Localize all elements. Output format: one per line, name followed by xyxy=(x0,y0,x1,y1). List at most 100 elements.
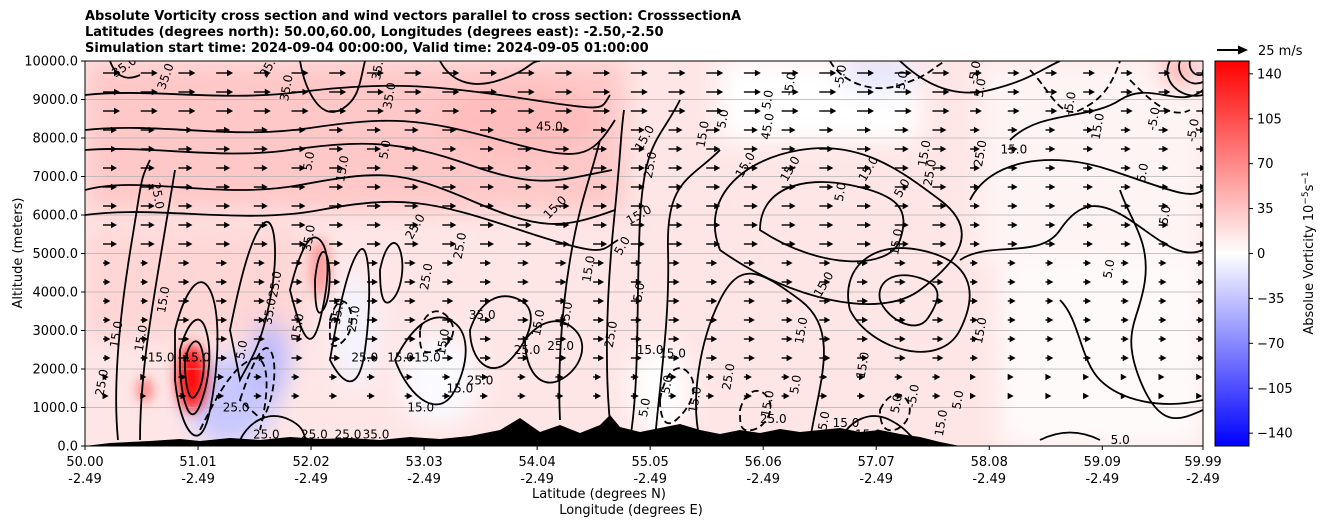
wind-vector-head xyxy=(409,259,416,267)
wind-vector-head xyxy=(711,278,718,286)
wind-vector-head xyxy=(676,183,683,191)
wind-vector-head xyxy=(717,107,724,115)
x-tick-label-longitude: -2.49 xyxy=(520,472,554,487)
y-tick-label: 10000.0 xyxy=(24,55,78,70)
wind-vector-head xyxy=(221,335,228,343)
wind-vector-head xyxy=(1126,107,1133,115)
contour-label: 5.0 xyxy=(972,77,989,98)
wind-vector-head xyxy=(971,297,978,305)
wind-vector-head xyxy=(337,145,344,153)
wind-vector-head xyxy=(821,373,828,381)
x-tick-label-longitude: -2.49 xyxy=(181,472,215,487)
wind-vector-head xyxy=(224,126,231,134)
wind-vector-head xyxy=(183,297,190,305)
wind-vector-head xyxy=(522,354,529,362)
wind-vector-head xyxy=(679,107,686,115)
wind-vector-head xyxy=(714,164,721,172)
wind-vector-head xyxy=(1120,392,1127,400)
wind-key: 25 m/s xyxy=(1217,44,1303,59)
wind-vector-head xyxy=(1047,354,1054,362)
wind-vector-head xyxy=(1162,164,1169,172)
wind-vector-head xyxy=(1200,164,1203,172)
wind-vector-head xyxy=(830,107,837,115)
wind-vector-head xyxy=(902,202,909,210)
y-tick-label: 0.0 xyxy=(57,440,78,455)
x-tick-label-longitude: -2.49 xyxy=(68,472,102,487)
wind-vector-head xyxy=(673,278,680,286)
colorbar-ticks: 140 105 70 35 0 −35 −70 −105 −140 xyxy=(1249,67,1293,442)
wind-vector-head xyxy=(412,202,419,210)
wind-vector-head xyxy=(905,107,912,115)
wind-vector-head xyxy=(264,88,271,96)
wind-vector-head xyxy=(224,183,231,191)
wind-vector-head xyxy=(488,202,494,210)
wind-vector-head xyxy=(751,126,758,134)
wind-vector-head xyxy=(450,221,457,229)
wind-vector-head xyxy=(635,316,642,324)
wind-vector-head xyxy=(340,107,347,115)
wind-vector-head xyxy=(827,164,834,172)
wind-vector-head xyxy=(525,145,532,153)
wind-vector-head xyxy=(522,297,529,305)
wind-vector-head xyxy=(1049,183,1056,191)
wind-vector-head xyxy=(447,259,454,267)
y-tick-label: 8000.0 xyxy=(33,132,79,147)
wind-vector-head xyxy=(937,354,944,362)
wind-vector-head xyxy=(111,202,117,210)
wind-vector-head xyxy=(412,164,419,172)
wind-vector-head xyxy=(1087,145,1093,153)
wind-vector-head xyxy=(111,240,117,248)
wind-vector-head xyxy=(114,88,120,96)
wind-vector-head xyxy=(566,69,573,77)
wind-vector-head xyxy=(412,183,419,191)
wind-vector-head xyxy=(340,88,347,96)
contour-label: 35.0 xyxy=(380,81,398,110)
wind-vector-head xyxy=(1051,88,1058,96)
wind-vector-head xyxy=(1126,88,1133,96)
wind-vector-head xyxy=(221,316,228,324)
x-tick-label-longitude: -2.49 xyxy=(633,472,667,487)
wind-vector-head xyxy=(296,335,303,343)
wind-vector-head xyxy=(899,297,906,305)
wind-vector-head xyxy=(1011,126,1018,134)
wind-vector-head xyxy=(827,183,834,191)
wind-vector-head xyxy=(635,354,642,362)
contour-label: 25.0 xyxy=(344,305,362,334)
wind-vector-head xyxy=(783,373,790,381)
wind-vector-head xyxy=(1047,278,1054,286)
wind-vector-head xyxy=(1088,69,1095,77)
wind-vector-head xyxy=(789,202,796,210)
wind-vector-head xyxy=(148,145,155,153)
wind-vector-head xyxy=(148,221,155,229)
contour-label: 25.0 xyxy=(971,139,989,168)
x-axis-label-longitude: Longitude (degrees E) xyxy=(559,503,703,518)
contour-label: -5.0 xyxy=(904,383,922,408)
wind-vector-head xyxy=(1124,221,1131,229)
wind-vector-head xyxy=(409,335,416,343)
wind-vector-head xyxy=(708,373,715,381)
wind-vector-head xyxy=(902,240,909,248)
x-tick-label-longitude: -2.49 xyxy=(1085,472,1119,487)
wind-vector-head xyxy=(142,278,149,286)
wind-vector-head xyxy=(450,145,457,153)
wind-vector-head xyxy=(114,107,120,115)
wind-vector-head xyxy=(635,259,642,267)
wind-vector-head xyxy=(1198,297,1203,305)
y-tick-label: 1000.0 xyxy=(33,401,79,416)
wind-vector-head xyxy=(971,278,978,286)
wind-vector-head xyxy=(937,278,944,286)
wind-vector-head xyxy=(560,278,567,286)
wind-vector-head xyxy=(899,354,906,362)
wind-vector-head xyxy=(563,145,570,153)
wind-vector-head xyxy=(1047,259,1054,267)
contour-label: -5.0 xyxy=(1061,91,1079,116)
contour-label: 5.0 xyxy=(1156,204,1173,225)
wind-vector-head xyxy=(1124,183,1131,191)
wind-vector-head xyxy=(296,316,303,324)
wind-vector-head xyxy=(374,221,381,229)
wind-vector-head xyxy=(485,354,491,362)
wind-vector-head xyxy=(601,145,608,153)
wind-vector-head xyxy=(227,69,234,77)
wind-vector-head xyxy=(258,259,265,267)
contour-label: 15.0 xyxy=(686,385,704,414)
